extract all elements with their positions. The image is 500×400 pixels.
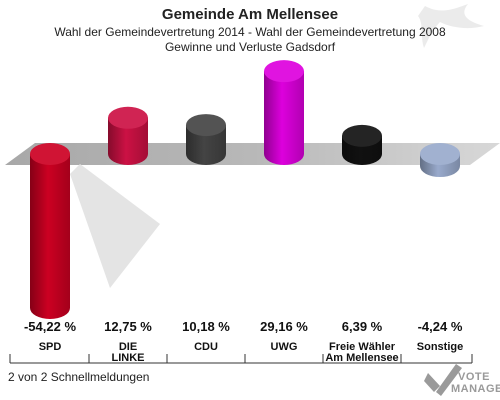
value-label: 29,16 % (260, 319, 308, 334)
bar-bottom-cap (186, 143, 226, 165)
logo-text-vote: VOTE (458, 371, 490, 383)
bar-bottom-cap (264, 143, 304, 165)
chart-title: Gemeinde Am Mellensee (162, 6, 338, 23)
bar (108, 106, 148, 165)
category-label: DIE (119, 341, 137, 353)
bar (264, 60, 304, 165)
category-label: UWG (271, 341, 298, 353)
bar-top-cap (108, 106, 148, 129)
value-labels: -54,22 % 12,75 % 10,18 % 29,16 % 6,39 % -4,24… (24, 319, 463, 334)
value-label: 10,18 % (182, 319, 230, 334)
category-label: Freie Wähler (329, 341, 396, 353)
value-label: -54,22 % (24, 319, 76, 334)
value-label: 12,75 % (104, 319, 152, 334)
footer-note: 2 von 2 Schnellmeldungen (8, 370, 149, 384)
bird-watermark-icon (418, 4, 484, 48)
bar-bottom-cap (30, 297, 70, 319)
bar (420, 143, 460, 178)
category-label: Sonstige (417, 341, 463, 353)
category-label: SPD (39, 341, 62, 353)
checkmark-logo-icon (424, 364, 462, 396)
value-label: -4,24 % (418, 319, 463, 334)
bar-body (30, 154, 70, 308)
bar-top-cap (186, 114, 226, 137)
bar (342, 124, 382, 165)
bar-top-cap (264, 60, 304, 83)
value-label: 6,39 % (342, 319, 383, 334)
bar-top-cap (30, 143, 70, 165)
bar-body (264, 71, 304, 154)
bar-shadow (70, 164, 160, 288)
category-label: CDU (194, 341, 218, 353)
bar-bottom-cap (108, 143, 148, 165)
category-label: LINKE (112, 352, 145, 364)
chart-subtitle-line-1: Wahl der Gemeindevertretung 2014 - Wahl … (54, 25, 446, 39)
bar (186, 114, 226, 165)
bar-bottom-cap (342, 143, 382, 165)
bar (30, 143, 70, 319)
chart-subtitle-line-2: Gewinne und Verluste Gadsdorf (165, 40, 336, 54)
bar-top-cap (342, 124, 382, 147)
category-label: Am Mellensee (325, 352, 398, 364)
bar-shadows (70, 164, 160, 288)
vote-manager-logo: VOTE MANAGER (424, 364, 500, 396)
bar-top-cap (420, 143, 460, 165)
category-axis (9, 354, 473, 364)
bars (30, 60, 460, 319)
logo-text-manager: MANAGER (451, 383, 500, 395)
